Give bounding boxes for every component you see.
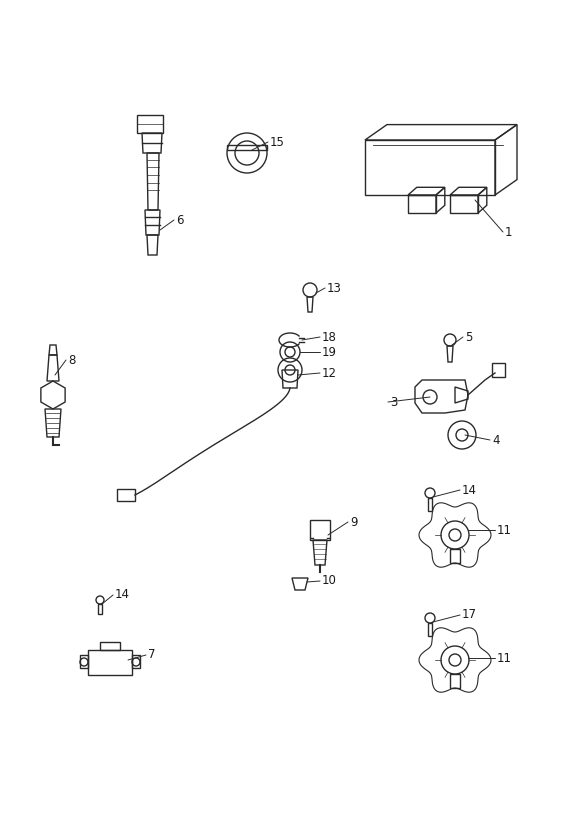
Text: 11: 11 [497, 523, 512, 536]
Text: 13: 13 [327, 282, 342, 294]
Text: 19: 19 [322, 345, 337, 358]
Text: 6: 6 [176, 213, 184, 227]
Text: 17: 17 [462, 608, 477, 621]
Text: 10: 10 [322, 574, 337, 588]
Text: 15: 15 [270, 135, 285, 148]
Text: 4: 4 [492, 433, 500, 447]
Text: 12: 12 [322, 367, 337, 380]
Text: 14: 14 [115, 588, 130, 602]
Text: 14: 14 [462, 484, 477, 497]
Text: 5: 5 [465, 330, 472, 344]
Text: 1: 1 [505, 226, 512, 238]
Text: 8: 8 [68, 353, 75, 367]
Text: 7: 7 [148, 648, 156, 662]
Text: 18: 18 [322, 330, 337, 344]
Text: 9: 9 [350, 516, 357, 528]
Text: 3: 3 [390, 396, 398, 409]
Text: 11: 11 [497, 652, 512, 664]
